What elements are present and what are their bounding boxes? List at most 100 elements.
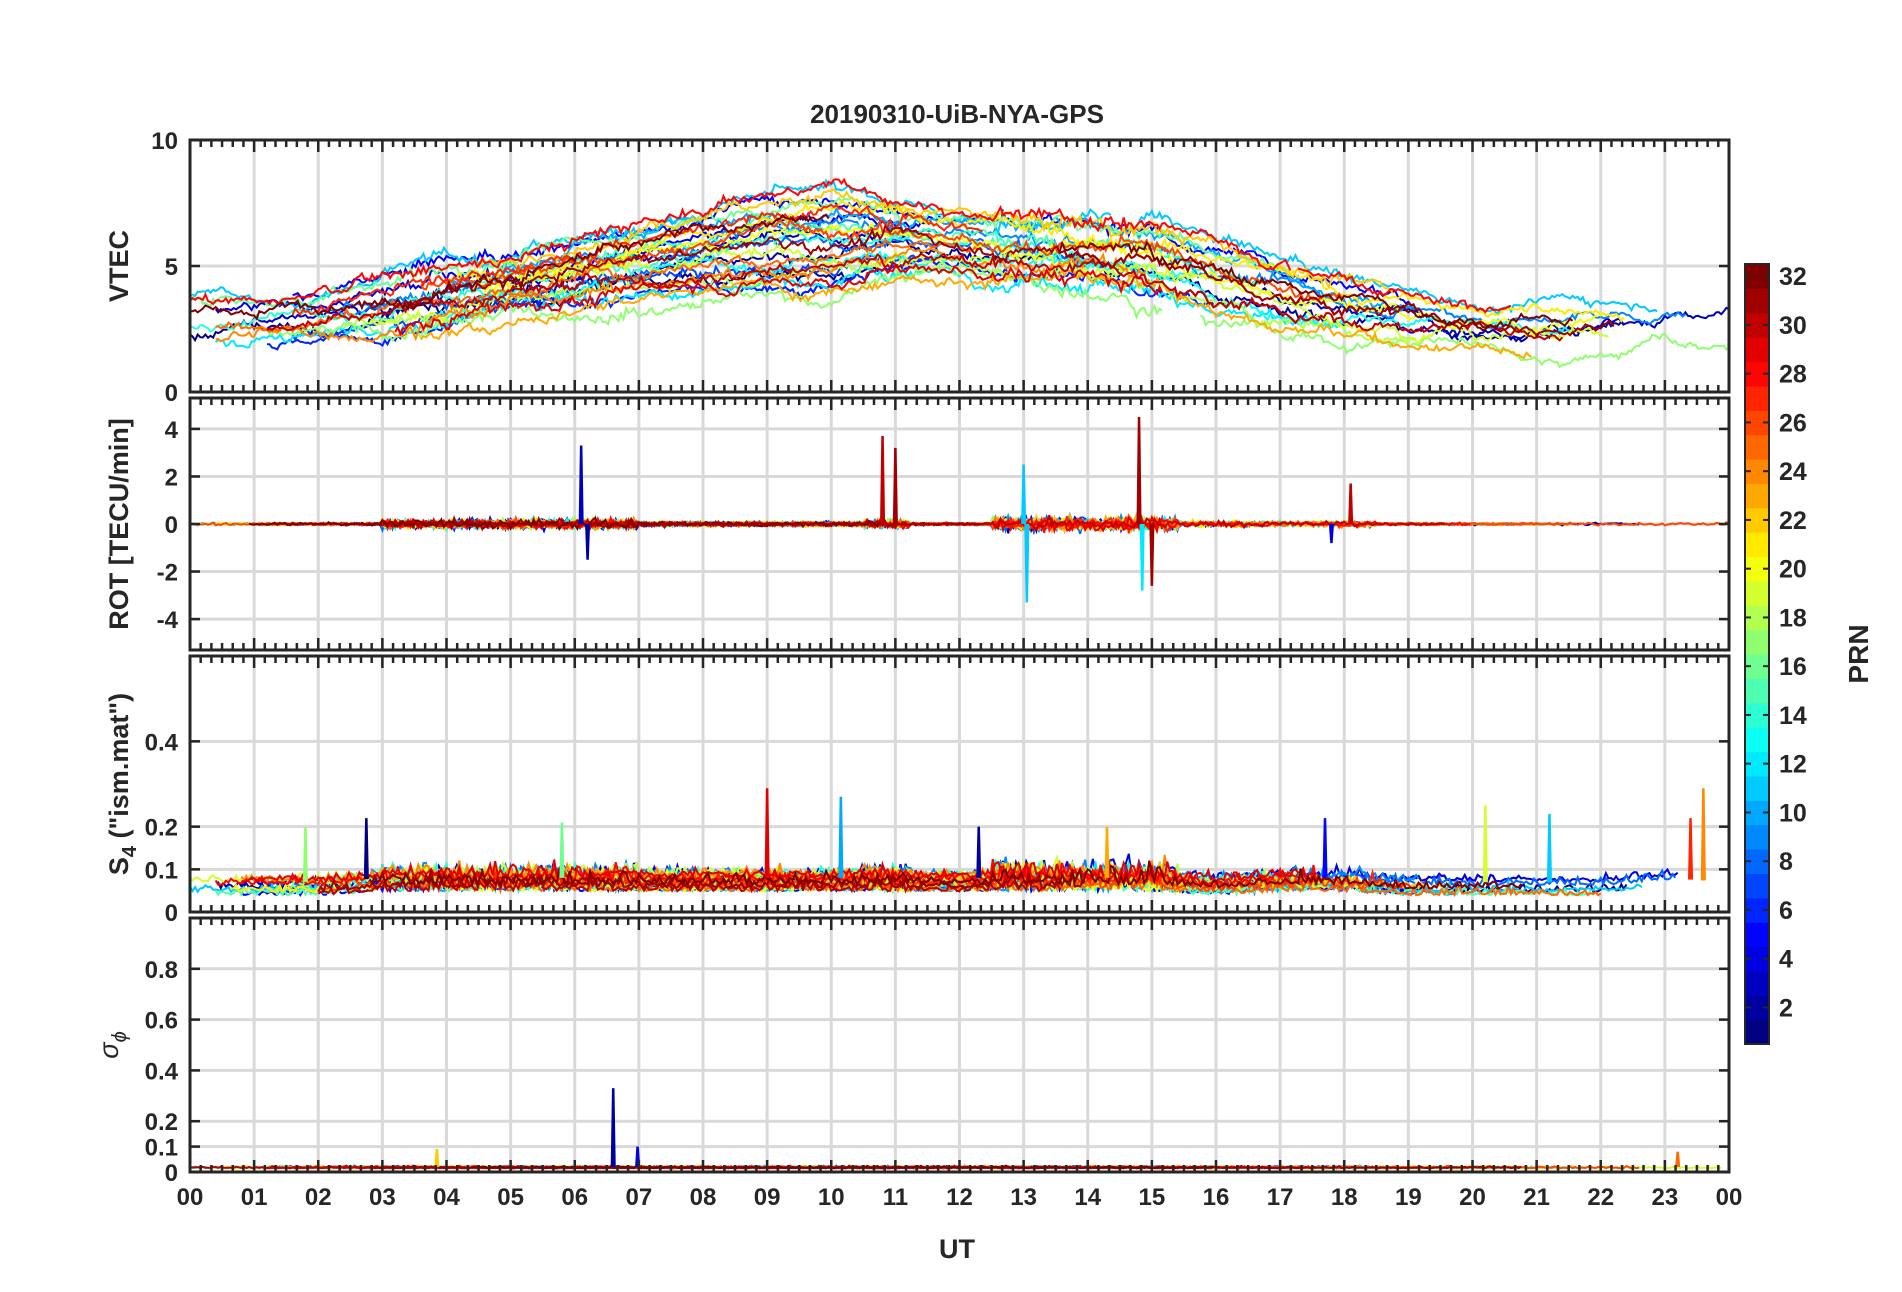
colorbar-tick-label: 24 — [1779, 458, 1807, 486]
y-axis-label: S4 ("ism.mat") — [104, 693, 141, 875]
trace-prn-28-b — [1297, 267, 1512, 314]
x-tick-label: 19 — [1395, 1184, 1422, 1211]
x-axis-label: UT — [939, 1234, 975, 1264]
x-tick-label: 21 — [1523, 1184, 1550, 1211]
spike — [1104, 826, 1110, 878]
spike — [838, 796, 844, 878]
colorbar-tick-label: 22 — [1779, 507, 1807, 535]
x-tick-label: 11 — [883, 1184, 908, 1211]
y-tick-label: 4 — [165, 417, 179, 444]
x-tick-label: 07 — [626, 1184, 653, 1211]
x-tick-label: 17 — [1267, 1184, 1294, 1211]
colorbar-tick-label: 2 — [1779, 994, 1793, 1022]
x-tick-label: 16 — [1203, 1184, 1230, 1211]
ticks — [188, 398, 1731, 650]
panel-vtec: 0 5 10 VTEC — [104, 128, 1731, 407]
x-tick-label: 03 — [369, 1184, 396, 1211]
x-tick-label: 13 — [1010, 1184, 1037, 1211]
x-tick-label: 20 — [1459, 1184, 1486, 1211]
y-label-main: σ — [94, 1041, 124, 1059]
colorbar-tick-label: 32 — [1779, 263, 1807, 291]
colorbar-cell-25 — [1745, 434, 1769, 460]
x-tick-label: 18 — [1331, 1184, 1358, 1211]
spike — [1687, 818, 1694, 880]
spike — [578, 445, 584, 525]
ticks — [188, 138, 1731, 394]
colorbar-cell-1 — [1745, 1019, 1769, 1045]
y-tick-label: -4 — [157, 607, 179, 634]
y-tick-label: 0.2 — [145, 1109, 178, 1136]
spike — [1348, 483, 1354, 525]
spike — [1328, 523, 1334, 544]
spike — [559, 822, 565, 878]
trace-prn-31-b — [717, 873, 1007, 891]
y-label-sub: 4 — [119, 845, 141, 857]
trace-prn-32-b — [248, 518, 468, 530]
colorbar-tick-label: 14 — [1779, 702, 1807, 730]
ticks — [188, 656, 1731, 914]
spike — [892, 447, 898, 525]
x-tick-label: 15 — [1139, 1184, 1166, 1211]
ticks — [188, 918, 1731, 1174]
x-tick-label: 08 — [690, 1184, 717, 1211]
y-tick-label: 0 — [165, 900, 178, 927]
y-label-rest: ("ism.mat") — [104, 693, 134, 846]
colorbar-cell-5 — [1745, 922, 1769, 948]
spike — [585, 523, 591, 560]
colorbar-cell-19 — [1745, 580, 1769, 606]
colorbar-tick-label: 4 — [1779, 946, 1793, 974]
x-tick-label: 04 — [433, 1184, 460, 1211]
colorbar-cell-21 — [1745, 532, 1769, 558]
x-tick-label: 10 — [818, 1184, 845, 1211]
spike — [302, 826, 308, 883]
spike — [1482, 805, 1488, 883]
colorbar-tick-label: 12 — [1779, 751, 1807, 779]
spike — [1136, 417, 1142, 525]
spike — [1700, 788, 1706, 881]
colorbar-cell-7 — [1745, 873, 1769, 899]
x-tick-label: 01 — [241, 1184, 268, 1211]
y-axis-label: VTEC — [104, 230, 134, 302]
y-tick-label: 0.4 — [145, 729, 179, 756]
trace-prn-17-b — [1200, 314, 1729, 369]
x-tick-label: 09 — [754, 1184, 781, 1211]
x-tick-label: 12 — [946, 1184, 973, 1211]
spike — [434, 1149, 440, 1168]
colorbar-cell-11 — [1745, 775, 1769, 801]
spike — [1322, 818, 1328, 878]
spike — [363, 818, 369, 879]
trace-prn-11-b — [1138, 208, 1658, 315]
x-tick-label: 23 — [1652, 1184, 1679, 1211]
trace-prn-32 — [190, 213, 830, 321]
spike — [1024, 523, 1030, 603]
y-tick-label: 5 — [165, 254, 178, 281]
trace-prn-5 — [292, 194, 1420, 313]
colorbar-tick-label: 8 — [1779, 848, 1793, 876]
colorbar-cell-9 — [1745, 824, 1769, 850]
trace-prn-32-b — [609, 868, 1010, 887]
colorbar-cell-3 — [1745, 970, 1769, 996]
colorbar-tick-label: 28 — [1779, 361, 1807, 389]
spike — [1675, 1151, 1681, 1168]
trace-prn-28 — [190, 177, 1292, 306]
figure-title: 20190310-UiB-NYA-GPS — [810, 99, 1104, 129]
trace-prn-22 — [472, 187, 1394, 295]
panel-sigma: 00.10.2 0.4 0.6 0.8 σϕ — [94, 916, 1731, 1187]
y-label-main: S — [104, 857, 134, 875]
panel-s4: 00.10.20.4S4 ("ism.mat") — [104, 654, 1731, 927]
trace-prn-29 — [394, 262, 1164, 337]
trace-prn-25-b — [1230, 879, 1602, 898]
colorbar-tick-label: 16 — [1779, 653, 1807, 681]
trace-prn-3-b — [1261, 286, 1729, 343]
colorbar-cell-31 — [1745, 288, 1769, 314]
trace-prn-4 — [214, 211, 932, 314]
traces — [190, 177, 1729, 369]
spike — [764, 788, 770, 878]
colorbar-cell-13 — [1745, 727, 1769, 753]
trace-prn-20 — [471, 221, 1599, 338]
spike — [880, 436, 886, 525]
colorbar-cell-23 — [1745, 483, 1769, 509]
x-tick-label: 00 — [177, 1184, 204, 1211]
colorbar-cell-29 — [1745, 337, 1769, 363]
